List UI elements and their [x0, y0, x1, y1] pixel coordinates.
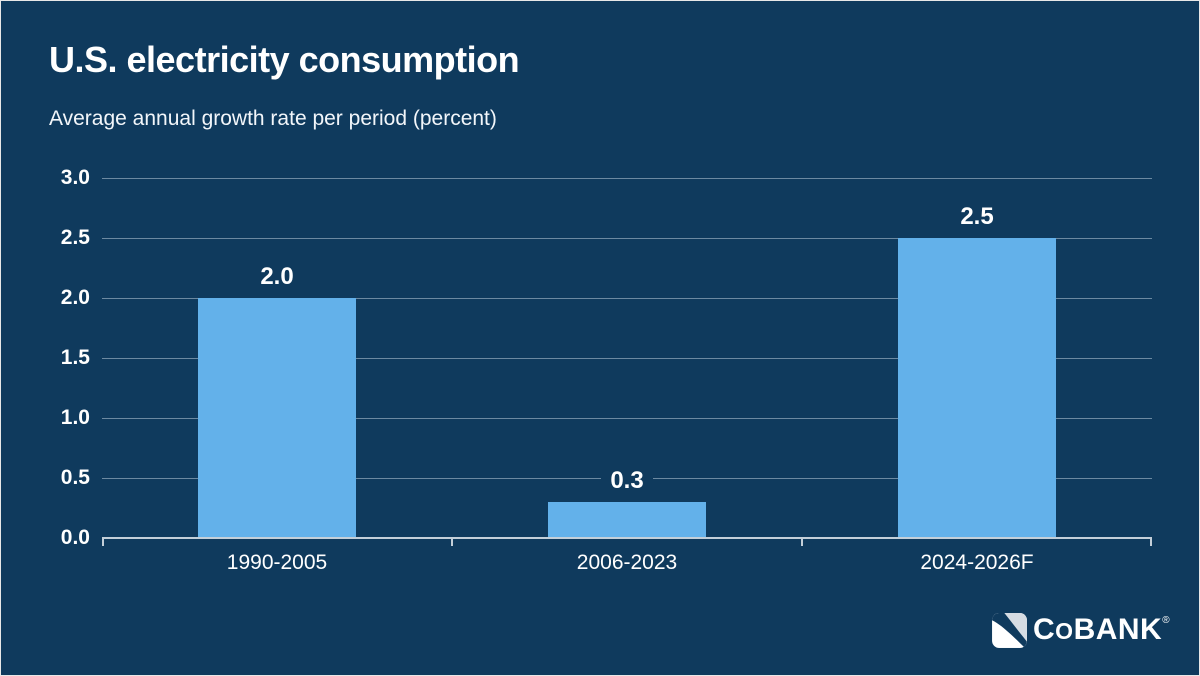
cobank-logo-text: COBANK®	[1033, 612, 1170, 649]
bar	[548, 502, 706, 538]
bar-value-text: 2.0	[251, 262, 303, 292]
gridline	[102, 417, 1152, 419]
bar	[198, 298, 356, 538]
bar-value-label: 2.0	[197, 262, 357, 292]
gridline	[102, 237, 1152, 239]
bar-value-text: 2.5	[951, 202, 1003, 232]
logo-letters-bank: BANK	[1073, 612, 1163, 646]
axis-tick	[451, 538, 453, 546]
y-axis-label: 2.5	[60, 226, 90, 249]
y-axis-label: 3.0	[60, 166, 90, 189]
gridline	[102, 177, 1152, 179]
y-axis-label: 1.5	[60, 346, 90, 369]
chart-subtitle: Average annual growth rate per period (p…	[49, 107, 497, 130]
x-axis-label: 2024-2026F	[920, 551, 1034, 574]
axis-tick	[102, 538, 104, 546]
registered-mark: ®	[1162, 614, 1171, 626]
bar-value-label: 2.5	[897, 202, 1057, 232]
x-axis-label: 1990-2005	[226, 551, 328, 574]
axis-tick	[801, 538, 803, 546]
y-axis-label: 2.0	[60, 286, 90, 309]
logo-letter-c: C	[1033, 612, 1056, 646]
cobank-logo: COBANK®	[991, 610, 1170, 650]
x-axis-label: 2006-2023	[576, 551, 678, 574]
logo-letter-o: O	[1055, 617, 1074, 644]
cobank-logo-icon	[992, 612, 1027, 648]
bar	[898, 238, 1056, 538]
x-axis-line	[102, 537, 1152, 539]
bar-value-text: 0.3	[601, 466, 653, 496]
bar-value-label: 0.3	[547, 466, 707, 496]
gridline	[102, 297, 1152, 299]
gridline	[102, 357, 1152, 359]
y-axis-label: 0.5	[60, 466, 90, 489]
axis-tick	[1150, 538, 1152, 546]
y-axis-label: 1.0	[60, 406, 90, 429]
y-axis-label: 0.0	[60, 526, 90, 549]
chart-title: U.S. electricity consumption	[49, 39, 520, 80]
plot-area: 0.0 0.5 1.0 1.5 2.0 2.5 3.0 2.0 0.3 2.5 1990-2005 2…	[61, 166, 1152, 574]
